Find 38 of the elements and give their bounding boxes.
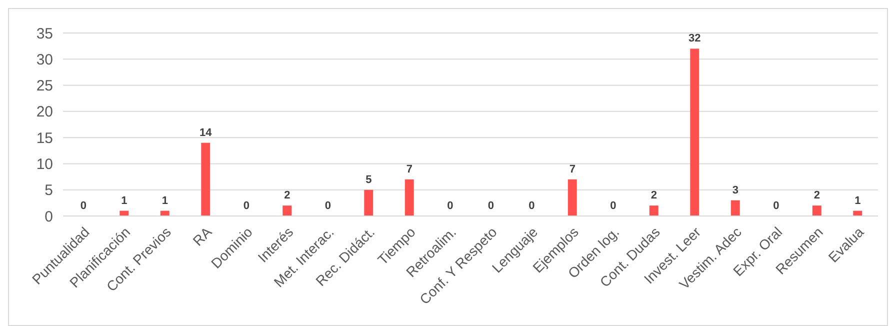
data-label: 0 [610,200,616,212]
x-tick-label: RA [190,223,216,249]
data-label: 0 [488,200,494,212]
y-tick-label: 20 [36,104,53,121]
data-label: 1 [121,194,128,207]
bar [812,206,822,216]
data-label: 0 [773,200,780,212]
bar [282,206,292,216]
data-label: 0 [528,200,535,212]
y-tick-label: 15 [36,130,53,147]
data-label: 2 [284,190,290,202]
data-label: 1 [162,194,168,207]
y-tick-label: 25 [36,78,53,95]
data-label: 1 [854,194,861,207]
y-tick-label: 30 [36,51,53,68]
data-label: 5 [366,174,372,186]
data-label: 7 [406,163,412,176]
data-label: 0 [324,200,331,212]
bar [201,142,210,216]
y-tick-label: 5 [44,182,53,200]
data-label: 2 [650,190,657,202]
y-tick-label: 10 [36,156,53,173]
bar [649,206,658,216]
y-tick-label: 35 [36,25,53,42]
y-tick-label: 0 [44,208,53,226]
data-label: 14 [200,126,213,139]
data-label: 0 [80,200,86,212]
data-label: 7 [569,163,576,176]
bar [568,179,577,216]
bar [690,48,700,216]
data-label: 32 [688,32,701,45]
data-label: 0 [243,200,250,212]
bar [730,200,740,216]
data-label: 0 [447,200,454,212]
data-label: 2 [814,190,820,202]
bar [404,179,414,216]
bar [364,190,374,216]
data-label: 3 [732,184,738,196]
